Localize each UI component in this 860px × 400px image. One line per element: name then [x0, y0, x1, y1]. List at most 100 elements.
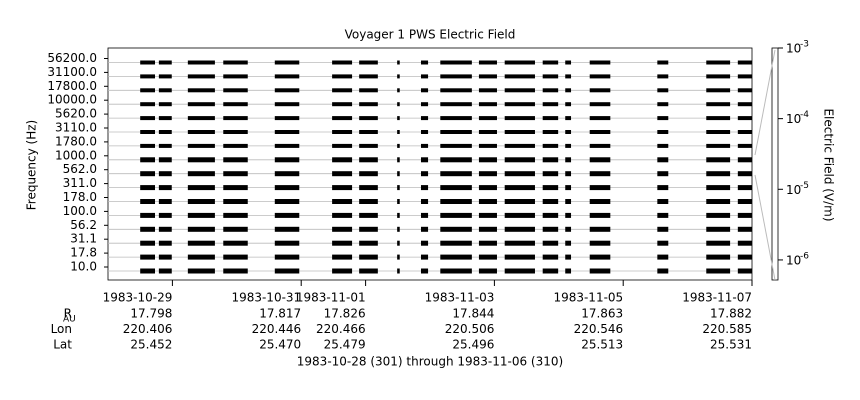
y-tick-label: 562.0 [63, 162, 97, 176]
data-bar [440, 74, 472, 79]
data-bar [706, 102, 731, 107]
y-tick-label: 31.1 [70, 232, 97, 246]
x-tick-label: 1983-11-03 [425, 291, 495, 305]
y-axis-label: Frequency (Hz) [25, 120, 39, 211]
data-bar [478, 60, 497, 65]
data-bar [706, 130, 731, 134]
data-bar [158, 212, 172, 218]
data-bar [420, 212, 429, 218]
data-bar [504, 60, 535, 65]
data-bar [158, 88, 172, 93]
ephemeris-value: 17.798 [130, 307, 172, 321]
ephemeris-value: 25.513 [581, 338, 623, 352]
data-bar [420, 88, 429, 93]
data-bar [504, 199, 535, 204]
data-bar [478, 212, 497, 218]
data-bar [657, 226, 669, 232]
y-tick-label: 1780.0 [55, 134, 97, 148]
data-bar [158, 254, 172, 260]
colorbar-tick-label: 10 [786, 183, 801, 197]
data-bar [223, 143, 248, 148]
data-bar [565, 240, 572, 246]
data-bar [657, 102, 669, 107]
ephemeris-value: 220.506 [445, 322, 495, 336]
data-bar [504, 143, 535, 148]
data-bar [657, 199, 669, 204]
data-bar [542, 171, 559, 177]
data-bar [504, 226, 535, 232]
data-bar [158, 240, 172, 246]
data-bar [737, 226, 752, 232]
data-bar [359, 60, 378, 65]
data-bar [657, 116, 669, 121]
data-bar [223, 254, 248, 260]
data-bar [737, 102, 752, 107]
data-bar [504, 212, 535, 218]
y-tick-label: 56200.0 [47, 51, 97, 65]
data-bar [542, 157, 559, 163]
data-bar [478, 254, 497, 260]
data-bar [359, 130, 378, 134]
data-bar [420, 60, 429, 65]
data-bar [359, 143, 378, 148]
data-bar [158, 143, 172, 148]
data-bar [440, 116, 472, 121]
data-bar [504, 130, 535, 134]
data-bar [420, 74, 429, 79]
data-bar [359, 268, 378, 274]
data-bar [397, 74, 400, 79]
data-bar [589, 88, 611, 93]
x-tick-label: 1983-11-01 [296, 291, 366, 305]
data-bar [478, 102, 497, 107]
colorbar-guide [754, 174, 776, 281]
data-bar [187, 116, 215, 121]
data-bar [397, 240, 400, 246]
data-bar [706, 143, 731, 148]
data-bar [565, 74, 572, 79]
ephemeris-label: Lon [51, 322, 72, 336]
data-bar [274, 254, 300, 260]
y-tick-label: 178.0 [63, 190, 97, 204]
data-bar [158, 74, 172, 79]
data-bar [332, 240, 353, 246]
data-bar [504, 74, 535, 79]
data-bar [478, 88, 497, 93]
data-bar [440, 212, 472, 218]
data-bar [397, 102, 400, 107]
data-bar [332, 268, 353, 274]
data-bar [397, 116, 400, 121]
data-bar [440, 199, 472, 204]
data-bar [274, 157, 300, 163]
data-bar [737, 157, 752, 163]
data-bar [440, 268, 472, 274]
data-bar [274, 130, 300, 134]
data-bar [274, 185, 300, 191]
ephemeris-value: 220.466 [316, 322, 366, 336]
data-bar [657, 185, 669, 191]
data-bar [657, 143, 669, 148]
data-bar [140, 130, 156, 134]
data-bar [589, 157, 611, 163]
data-bar [187, 88, 215, 93]
ephemeris-label: Lat [53, 338, 72, 352]
data-bar [737, 88, 752, 93]
data-bar [565, 102, 572, 107]
data-bar [187, 240, 215, 246]
colorbar-tick-label: 10 [786, 112, 801, 126]
data-bar [397, 88, 400, 93]
data-bar [140, 171, 156, 177]
data-bar [420, 185, 429, 191]
data-bar [397, 268, 400, 274]
data-bar [187, 212, 215, 218]
data-bar [223, 102, 248, 107]
ephemeris-label-sub: AU [63, 315, 76, 325]
data-bar [223, 88, 248, 93]
ephemeris-value: 25.531 [710, 338, 752, 352]
data-bar [397, 130, 400, 134]
data-bar [140, 226, 156, 232]
data-bar [589, 268, 611, 274]
ephemeris-value: 220.406 [123, 322, 173, 336]
y-tick-label: 10.0 [70, 260, 97, 274]
data-bar [187, 60, 215, 65]
